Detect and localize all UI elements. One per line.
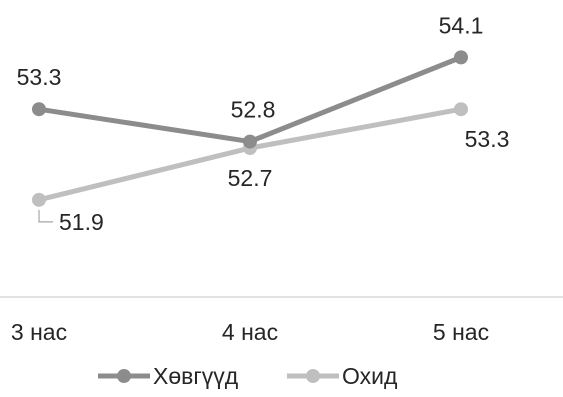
data-label: 54.1 xyxy=(439,12,484,38)
series-layer xyxy=(32,50,468,207)
x-tick-label: 5 нас xyxy=(433,319,489,345)
data-label: 53.3 xyxy=(465,126,510,152)
x-tick-label: 3 нас xyxy=(11,319,67,345)
data-label-layer: 53.3 52.8 54.1 51.9 52.7 53.3 xyxy=(17,12,510,234)
x-tick-labels: 3 нас 4 нас 5 нас xyxy=(11,319,489,345)
legend-label: Хөвгүүд xyxy=(153,363,239,389)
data-label: 52.8 xyxy=(231,97,276,123)
data-point xyxy=(32,192,46,207)
data-label: 52.7 xyxy=(228,165,273,191)
legend-marker xyxy=(117,369,131,383)
data-point xyxy=(454,102,468,117)
data-point xyxy=(454,50,468,65)
legend-marker xyxy=(306,369,320,383)
data-point xyxy=(243,134,257,149)
data-point xyxy=(32,102,46,117)
legend: Хөвгүүд Охид xyxy=(98,363,398,389)
data-label: 51.9 xyxy=(59,209,104,235)
x-tick-label: 4 нас xyxy=(222,319,278,345)
data-label: 53.3 xyxy=(17,64,62,90)
label-leader-line xyxy=(38,209,53,223)
legend-label: Охид xyxy=(342,363,398,389)
